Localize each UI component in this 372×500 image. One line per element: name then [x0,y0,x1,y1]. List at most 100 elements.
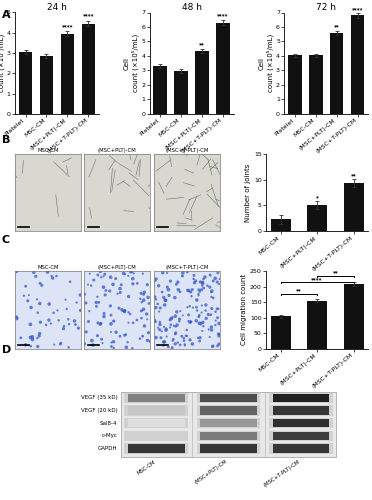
Point [153,276,158,284]
Bar [128,419,185,427]
Point [88,341,94,349]
Point [81,290,87,298]
Point [215,269,221,277]
Point [188,288,194,296]
Point [28,320,33,328]
Point [89,336,95,344]
Point [185,268,190,276]
Bar [197,406,260,415]
Text: **: ** [351,173,356,178]
Text: A: A [2,10,10,20]
Point [187,302,193,310]
Point [101,310,107,318]
Point [157,318,163,326]
Point [38,318,44,326]
Point [168,314,174,322]
Text: c-Myc: c-Myc [102,434,118,438]
Point [186,317,192,325]
Y-axis label: Cell
count (×10⁵/mL): Cell count (×10⁵/mL) [259,34,274,92]
Point [207,271,213,279]
Point [197,288,203,296]
Point [14,314,20,322]
Point [216,340,222,348]
Point [119,306,125,314]
Point [209,287,215,295]
Y-axis label: Cell
count (×10⁵/mL): Cell count (×10⁵/mL) [124,34,139,92]
Bar [19,52,32,114]
Point [121,270,126,278]
Point [199,282,205,290]
Point [123,330,129,338]
Point [193,303,199,311]
Point [152,293,158,301]
Point [86,318,92,326]
Point [196,319,202,327]
Point [39,282,45,290]
Point [113,328,119,336]
Point [189,286,195,294]
Y-axis label: Number of joints: Number of joints [245,164,251,222]
Text: (MSC+PLT)-CM: (MSC+PLT)-CM [194,459,229,485]
Point [144,310,150,318]
Point [192,278,198,286]
Point [212,274,218,282]
Point [203,314,209,322]
Point [130,280,136,288]
Point [31,268,37,276]
Point [26,291,32,299]
Point [201,275,206,283]
Point [141,306,147,314]
Point [144,280,150,288]
Bar [273,406,330,414]
Point [216,280,222,288]
Point [86,307,92,315]
Point [91,276,97,284]
Point [195,334,201,342]
Point [205,310,211,318]
Point [215,304,221,312]
Text: VEGF (20 kD): VEGF (20 kD) [81,408,118,413]
Y-axis label: Cell migration count: Cell migration count [241,274,247,345]
Point [187,336,193,344]
Point [179,332,185,340]
Point [215,330,221,338]
Point [209,342,215,350]
Point [213,316,219,324]
Point [191,272,197,280]
Point [167,277,173,285]
Point [74,298,80,306]
Point [66,320,72,328]
Point [163,296,169,304]
Point [57,340,63,348]
Point [99,335,105,343]
Point [117,284,123,292]
Point [163,326,169,334]
Point [161,323,167,331]
Point [212,321,218,329]
Point [180,269,186,277]
Point [180,312,186,320]
Point [23,282,29,290]
Point [166,292,172,300]
Point [199,327,205,335]
Point [37,300,43,308]
Text: GAPDH: GAPDH [98,446,118,451]
Point [62,296,68,304]
Point [205,282,211,290]
Point [196,313,202,321]
Point [95,271,101,279]
Text: ****: **** [62,24,73,28]
Point [73,320,78,328]
Bar [201,419,257,427]
Point [71,317,77,325]
Point [83,299,89,307]
Point [66,344,72,351]
Point [210,342,216,350]
Point [28,334,33,342]
Point [173,322,179,330]
Point [102,291,108,299]
Point [174,321,180,329]
Bar [124,418,188,428]
Point [199,286,205,294]
Point [102,270,108,278]
